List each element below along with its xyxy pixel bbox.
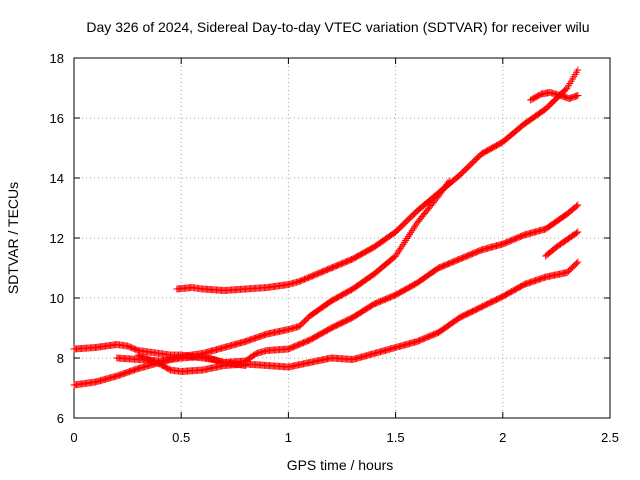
tick-labels: 0 0.5 1 1.5 2 2.5 6 8 10 12 14 16 18: [50, 51, 620, 445]
y-axis-label: SDTVAR / TECUs: [5, 182, 21, 294]
data-point: [574, 228, 582, 236]
y-tick-label: 18: [50, 51, 64, 66]
x-tick-label: 1: [285, 430, 292, 445]
y-tick-label: 16: [50, 111, 64, 126]
data-point: [574, 66, 582, 74]
grid-lines: [74, 58, 610, 418]
chart-title: Day 326 of 2024, Sidereal Day-to-day VTE…: [86, 19, 589, 35]
series-satellite-g: [542, 228, 582, 260]
x-tick-label: 2: [499, 430, 506, 445]
y-tick-label: 8: [57, 351, 64, 366]
axis-ticks: [73, 57, 611, 419]
x-axis-label: GPS time / hours: [287, 457, 394, 473]
x-tick-label: 2.5: [601, 430, 619, 445]
data-points: [70, 66, 582, 389]
y-tick-label: 6: [57, 411, 64, 426]
y-tick-label: 14: [50, 171, 64, 186]
x-tick-label: 0: [70, 430, 77, 445]
data-point: [573, 202, 580, 210]
data-point: [574, 201, 582, 209]
data-point: [573, 229, 580, 237]
series-satellite-f: [527, 89, 582, 104]
y-tick-label: 12: [50, 231, 64, 246]
data-point: [574, 258, 582, 266]
series-satellite-c: [113, 201, 582, 366]
data-point: [573, 259, 580, 267]
series-satellite-d: [134, 258, 582, 375]
series-satellite-e: [173, 66, 582, 294]
x-tick-label: 0.5: [172, 430, 190, 445]
x-tick-label: 1.5: [387, 430, 405, 445]
data-point: [574, 92, 582, 99]
y-tick-label: 10: [50, 291, 64, 306]
